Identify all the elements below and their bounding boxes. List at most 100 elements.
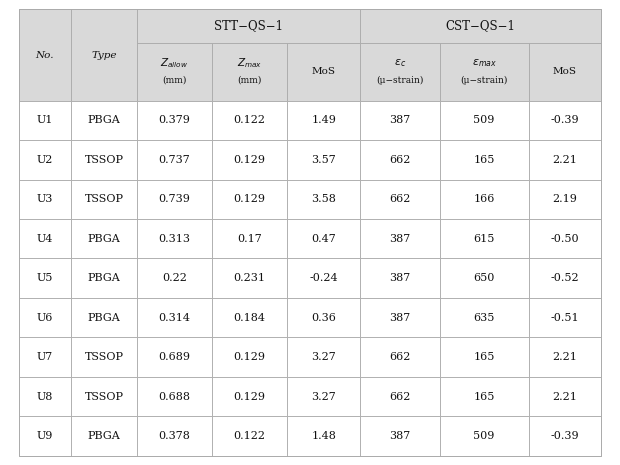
Bar — [529, 298, 601, 338]
Bar — [71, 140, 137, 179]
Text: U8: U8 — [37, 392, 53, 402]
Text: U9: U9 — [37, 431, 53, 441]
Text: TSSOP: TSSOP — [84, 194, 123, 204]
Text: 0.737: 0.737 — [159, 155, 190, 165]
Bar — [212, 416, 287, 456]
Bar — [440, 377, 528, 416]
Text: 3.58: 3.58 — [311, 194, 336, 204]
Bar — [212, 259, 287, 298]
Bar — [19, 338, 71, 377]
Text: 0.378: 0.378 — [159, 431, 190, 441]
Bar — [71, 179, 137, 219]
Text: 3.27: 3.27 — [311, 352, 336, 362]
Text: 165: 165 — [474, 392, 495, 402]
Bar — [287, 179, 360, 219]
Bar — [19, 259, 71, 298]
Text: (μ−strain): (μ−strain) — [461, 75, 508, 85]
Bar — [71, 416, 137, 456]
Bar — [287, 259, 360, 298]
Text: $Z_{max}$: $Z_{max}$ — [237, 56, 262, 70]
Text: 2.21: 2.21 — [552, 392, 577, 402]
Text: 165: 165 — [474, 352, 495, 362]
Bar — [71, 338, 137, 377]
Bar — [71, 101, 137, 140]
Bar — [137, 416, 212, 456]
Text: 0.739: 0.739 — [159, 194, 190, 204]
Text: 0.184: 0.184 — [234, 312, 266, 323]
Bar — [137, 298, 212, 338]
Text: PBGA: PBGA — [87, 115, 120, 126]
Bar — [440, 298, 528, 338]
Text: U3: U3 — [37, 194, 53, 204]
Text: 650: 650 — [474, 273, 495, 283]
Bar — [287, 298, 360, 338]
Text: 0.122: 0.122 — [234, 431, 266, 441]
Bar — [287, 43, 360, 101]
Bar — [19, 9, 71, 101]
Text: 662: 662 — [389, 194, 410, 204]
Bar — [440, 43, 528, 101]
Text: 509: 509 — [474, 115, 495, 126]
Text: U5: U5 — [37, 273, 53, 283]
Bar — [529, 43, 601, 101]
Text: (μ−strain): (μ−strain) — [376, 75, 423, 85]
Bar — [529, 219, 601, 259]
Text: TSSOP: TSSOP — [84, 352, 123, 362]
Bar — [19, 179, 71, 219]
Text: -0.50: -0.50 — [551, 234, 579, 244]
Bar — [137, 338, 212, 377]
Text: 0.122: 0.122 — [234, 115, 266, 126]
Bar — [212, 298, 287, 338]
Bar — [529, 416, 601, 456]
Text: U2: U2 — [37, 155, 53, 165]
Text: 0.17: 0.17 — [237, 234, 262, 244]
Text: $Z_{allow}$: $Z_{allow}$ — [161, 56, 188, 70]
Text: CST−QS−1: CST−QS−1 — [446, 20, 516, 33]
Bar — [212, 338, 287, 377]
Bar — [19, 416, 71, 456]
Bar — [71, 219, 137, 259]
Text: 0.231: 0.231 — [234, 273, 266, 283]
Bar — [529, 140, 601, 179]
Bar — [360, 259, 440, 298]
Text: -0.51: -0.51 — [551, 312, 579, 323]
Bar — [71, 298, 137, 338]
Text: MoS: MoS — [553, 67, 577, 76]
Text: 387: 387 — [389, 115, 410, 126]
Text: 3.57: 3.57 — [311, 155, 336, 165]
Bar — [440, 416, 528, 456]
Bar — [529, 101, 601, 140]
Text: 0.129: 0.129 — [234, 194, 266, 204]
Text: PBGA: PBGA — [87, 312, 120, 323]
Text: 1.49: 1.49 — [311, 115, 336, 126]
Bar — [360, 43, 440, 101]
Text: PBGA: PBGA — [87, 234, 120, 244]
Bar — [440, 140, 528, 179]
Bar — [529, 179, 601, 219]
Text: -0.24: -0.24 — [309, 273, 338, 283]
Bar — [137, 43, 212, 101]
Bar — [287, 219, 360, 259]
Bar — [212, 43, 287, 101]
Text: 662: 662 — [389, 392, 410, 402]
Bar — [287, 140, 360, 179]
Bar — [360, 377, 440, 416]
Bar — [71, 377, 137, 416]
Bar — [71, 9, 137, 101]
Bar — [212, 140, 287, 179]
Text: 387: 387 — [389, 431, 410, 441]
Text: Type: Type — [91, 51, 117, 60]
Bar — [71, 259, 137, 298]
Text: 662: 662 — [389, 155, 410, 165]
Text: 387: 387 — [389, 273, 410, 283]
Bar — [19, 140, 71, 179]
Text: 0.689: 0.689 — [159, 352, 190, 362]
Bar — [137, 377, 212, 416]
Text: 662: 662 — [389, 352, 410, 362]
Text: 165: 165 — [474, 155, 495, 165]
Bar — [137, 259, 212, 298]
Text: 635: 635 — [474, 312, 495, 323]
Text: U1: U1 — [37, 115, 53, 126]
Bar — [212, 377, 287, 416]
Text: 0.129: 0.129 — [234, 155, 266, 165]
